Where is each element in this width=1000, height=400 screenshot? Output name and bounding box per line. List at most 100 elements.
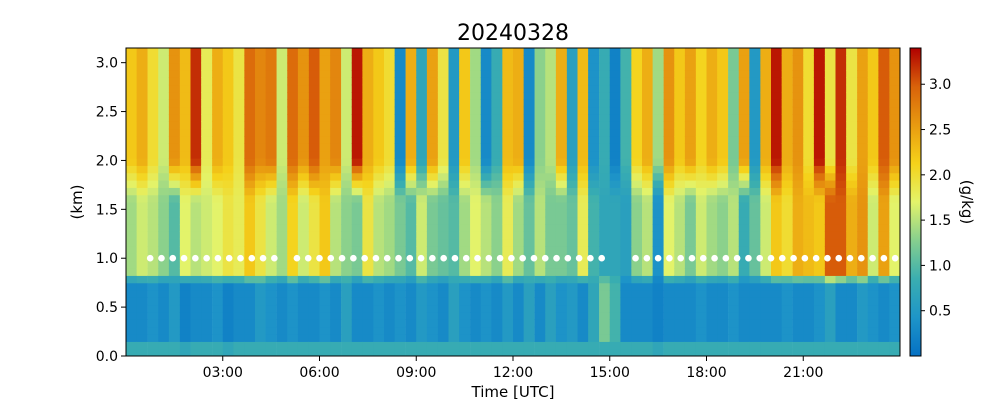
- heatmap-cell: [599, 268, 611, 276]
- heatmap-cell: [384, 106, 396, 115]
- heatmap-cell: [179, 136, 192, 144]
- heatmap-cell: [599, 290, 611, 298]
- heatmap-cell: [416, 304, 428, 313]
- heatmap-cell: [803, 304, 815, 313]
- height-marker: [858, 254, 865, 262]
- heatmap-cell: [287, 231, 299, 240]
- heatmap-cell: [491, 290, 503, 298]
- heatmap-cell: [792, 55, 804, 64]
- heatmap-cell: [577, 121, 589, 130]
- heatmap-cell: [351, 99, 363, 108]
- heatmap-cell: [792, 128, 804, 137]
- heatmap-cell: [308, 165, 321, 174]
- heatmap-cell: [824, 334, 837, 342]
- heatmap-cell: [717, 209, 729, 218]
- heatmap-cell: [244, 282, 256, 291]
- heatmap-cell: [405, 114, 417, 122]
- heatmap-cell: [684, 224, 697, 232]
- heatmap-cell: [663, 128, 675, 137]
- heatmap-cell: [448, 143, 460, 152]
- heatmap-cell: [835, 238, 847, 247]
- heatmap-cell: [330, 55, 342, 64]
- heatmap-cell: [674, 268, 686, 276]
- heatmap-cell: [276, 348, 288, 356]
- heatmap-cell: [738, 121, 750, 130]
- heatmap-cell: [813, 121, 826, 130]
- heatmap-cell: [889, 282, 900, 291]
- heatmap-cell: [824, 260, 837, 269]
- heatmap-cell: [813, 304, 826, 313]
- heatmap-cell: [201, 143, 213, 152]
- heatmap-cell: [857, 202, 869, 210]
- heatmap-cell: [168, 180, 181, 188]
- height-marker: [835, 254, 843, 262]
- heatmap-cell: [749, 209, 761, 218]
- heatmap-cell: [319, 224, 331, 232]
- heatmap-cell: [588, 92, 600, 100]
- heatmap-cell: [781, 348, 793, 356]
- heatmap-cell: [480, 106, 492, 115]
- heatmap-cell: [781, 260, 793, 269]
- heatmap-cell: [502, 231, 514, 240]
- heatmap-cell: [426, 282, 439, 291]
- heatmap-cell: [781, 194, 793, 203]
- heatmap-cell: [308, 268, 321, 276]
- heatmap-cell: [674, 114, 686, 122]
- heatmap-cell: [566, 114, 579, 122]
- heatmap-cell: [609, 231, 621, 240]
- heatmap-cell: [577, 224, 589, 232]
- heatmap-cell: [362, 341, 374, 350]
- heatmap-cell: [459, 319, 471, 328]
- heatmap-cell: [502, 348, 514, 356]
- heatmap-cell: [813, 70, 826, 78]
- heatmap-cell: [523, 253, 535, 262]
- heatmap-cell: [706, 62, 718, 71]
- heatmap-cell: [502, 312, 514, 320]
- heatmap-cell: [459, 187, 471, 196]
- heatmap-cell: [384, 319, 396, 328]
- heatmap-cell: [803, 312, 815, 320]
- heatmap-cell: [147, 62, 159, 71]
- heatmap-cell: [824, 172, 837, 181]
- heatmap-cell: [341, 150, 353, 159]
- heatmap-cell: [588, 319, 600, 328]
- heatmap-cell: [158, 143, 170, 152]
- heatmap-cell: [426, 348, 439, 356]
- heatmap-cell: [695, 92, 708, 100]
- heatmap-cell: [330, 62, 342, 71]
- heatmap-cell: [405, 312, 417, 320]
- heatmap-cell: [491, 282, 503, 291]
- heatmap-cell: [126, 304, 138, 313]
- heatmap-cell: [212, 275, 224, 284]
- heatmap-cell: [803, 334, 815, 342]
- heatmap-cell: [857, 231, 869, 240]
- heatmap-cell: [308, 202, 321, 210]
- heatmap-cell: [265, 165, 277, 174]
- heatmap-cell: [771, 150, 783, 159]
- heatmap-cell: [513, 231, 525, 240]
- heatmap-cell: [297, 348, 310, 356]
- heatmap-cell: [867, 136, 879, 144]
- heatmap-cell: [803, 62, 815, 71]
- heatmap-cell: [426, 62, 439, 71]
- heatmap-cell: [889, 180, 900, 188]
- heatmap-cell: [534, 224, 546, 232]
- heatmap-cell: [168, 326, 181, 335]
- heatmap-cell: [276, 268, 288, 276]
- heatmap-cell: [706, 143, 718, 152]
- heatmap-cell: [846, 187, 858, 196]
- heatmap-cell: [674, 165, 686, 174]
- heatmap-cell: [459, 128, 471, 137]
- heatmap-cell: [803, 319, 815, 328]
- heatmap-cell: [416, 150, 428, 159]
- heatmap-cell: [781, 341, 793, 350]
- heatmap-cell: [717, 114, 729, 122]
- heatmap-cell: [373, 84, 385, 93]
- heatmap-cell: [577, 209, 589, 218]
- heatmap-cell: [631, 297, 643, 306]
- heatmap-cell: [502, 106, 514, 115]
- heatmap-cell: [244, 216, 256, 225]
- heatmap-cell: [846, 231, 858, 240]
- heatmap-cell: [706, 165, 718, 174]
- heatmap-cell: [588, 136, 600, 144]
